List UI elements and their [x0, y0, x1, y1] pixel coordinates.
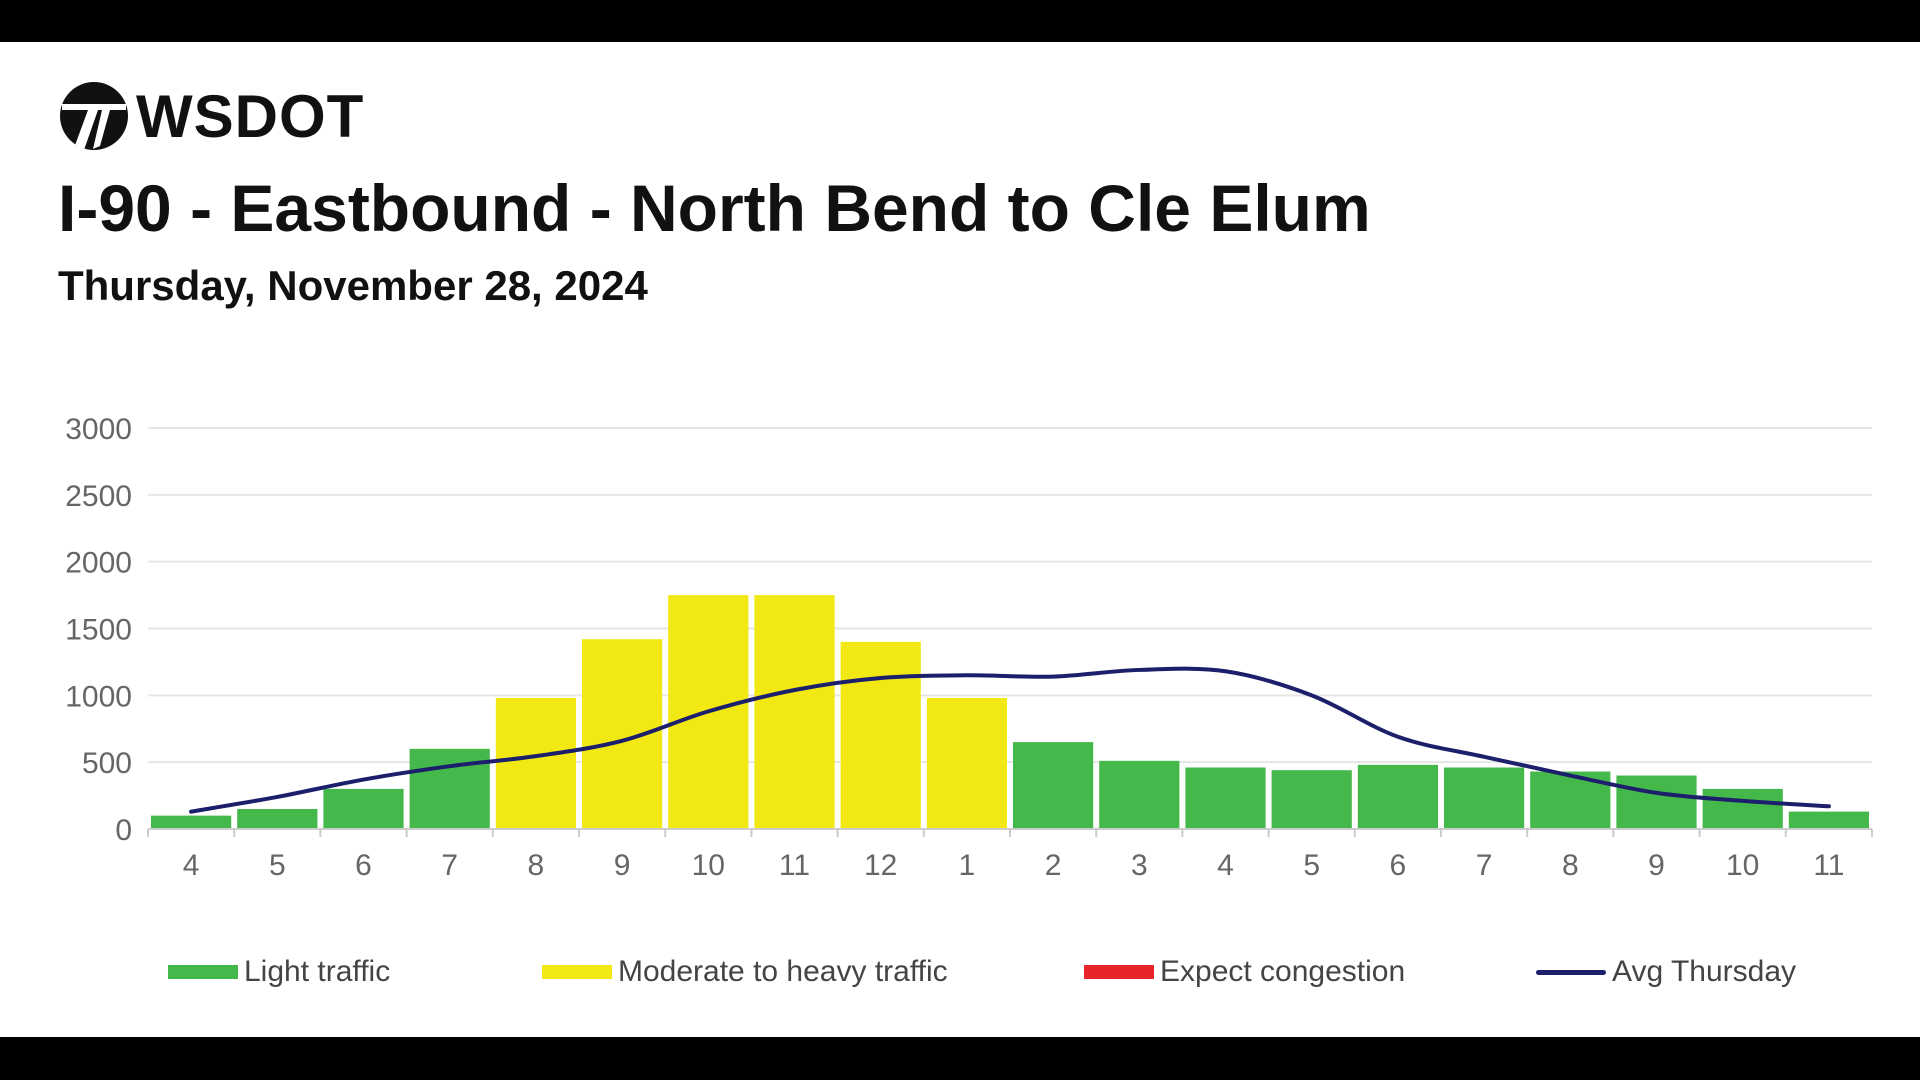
- x-tick-label: 8: [528, 849, 545, 882]
- y-tick-label: 0: [115, 814, 132, 847]
- legend-item: Light traffic: [168, 947, 390, 997]
- chart-subtitle: Thursday, November 28, 2024: [58, 262, 648, 309]
- legend-label: Expect congestion: [1160, 955, 1406, 988]
- bar-15: [1444, 767, 1525, 829]
- avg-thursday-line: [189, 666, 1831, 814]
- bar-1: [237, 808, 318, 829]
- bar-19: [1788, 811, 1869, 829]
- chart-card: WSDOT I-90 - Eastbound - North Bend to C…: [0, 42, 1920, 1037]
- legend-swatch: [1536, 969, 1606, 975]
- x-tick-label: 1: [959, 849, 976, 882]
- y-tick-label: 2500: [65, 480, 132, 513]
- x-tick-label: 4: [183, 849, 200, 882]
- x-tick-label: 4: [1217, 849, 1234, 882]
- y-tick-label: 1000: [65, 680, 132, 713]
- bar-17: [1616, 775, 1697, 829]
- legend-swatch: [168, 965, 238, 979]
- legend-item: Avg Thursday: [1536, 947, 1796, 997]
- bar-0: [151, 815, 232, 829]
- bar-14: [1357, 764, 1438, 829]
- legend-item: Moderate to heavy traffic: [542, 947, 948, 997]
- bar-9: [926, 698, 1007, 829]
- y-tick-label: 3000: [65, 413, 132, 446]
- bar-11: [1099, 760, 1180, 829]
- x-tick-label: 3: [1131, 849, 1148, 882]
- bar-7: [754, 595, 835, 829]
- legend-label: Avg Thursday: [1612, 955, 1796, 988]
- bar-2: [323, 788, 404, 829]
- bar-4: [495, 698, 576, 829]
- legend-swatch: [1084, 965, 1154, 979]
- x-tick-label: 6: [355, 849, 372, 882]
- x-tick-label: 12: [864, 849, 897, 882]
- x-tick-label: 5: [269, 849, 286, 882]
- legend-label: Light traffic: [244, 955, 391, 988]
- x-tick-label: 9: [614, 849, 631, 882]
- x-tick-label: 10: [1726, 849, 1759, 882]
- y-tick-label: 500: [82, 747, 132, 780]
- y-tick-label: 2000: [65, 547, 132, 580]
- logo-text: WSDOT: [136, 82, 365, 150]
- x-tick-label: 9: [1648, 849, 1665, 882]
- x-tick-label: 10: [692, 849, 725, 882]
- bar-3: [409, 748, 490, 829]
- bar-12: [1185, 767, 1266, 829]
- x-tick-label: 2: [1045, 849, 1062, 882]
- legend-swatch: [542, 965, 612, 979]
- bar-5: [582, 639, 663, 829]
- y-tick-label: 1500: [65, 614, 132, 647]
- x-tick-label: 8: [1562, 849, 1579, 882]
- legend-item: Expect congestion: [1084, 947, 1405, 997]
- wsdot-emblem-icon: [60, 82, 128, 150]
- x-tick-label: 5: [1303, 849, 1320, 882]
- bar-18: [1702, 788, 1783, 829]
- x-tick-label: 11: [779, 849, 810, 882]
- legend-label: Moderate to heavy traffic: [618, 955, 948, 988]
- wsdot-logo: WSDOT: [58, 80, 364, 152]
- bar-13: [1271, 770, 1352, 829]
- x-tick-label: 6: [1390, 849, 1407, 882]
- x-tick-label: 11: [1813, 849, 1844, 882]
- chart-legend: Light traffic Moderate to heavy traffic Ex…: [0, 947, 1920, 997]
- bar-8: [840, 641, 921, 829]
- x-tick-label: 7: [1476, 849, 1493, 882]
- bar-10: [1013, 742, 1094, 829]
- x-tick-label: 7: [441, 849, 458, 882]
- chart-title: I-90 - Eastbound - North Bend to Cle Elu…: [58, 171, 1371, 245]
